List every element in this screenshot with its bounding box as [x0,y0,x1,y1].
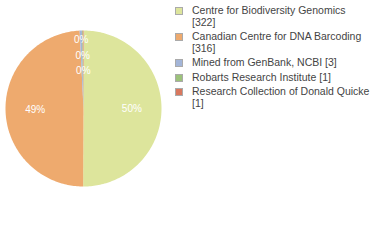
svg-text:0%: 0% [74,34,89,45]
svg-text:0%: 0% [75,50,90,61]
svg-text:0%: 0% [76,65,91,76]
svg-text:49%: 49% [25,104,45,115]
svg-text:50%: 50% [122,103,142,114]
html-text:Robarts Research Institute [1]: Robarts Research Institute [1] [192,70,331,83]
html-text:Canadian Centre for DNA Barcod: Canadian Centre for DNA Barcoding [316] [192,30,362,54]
html-text:Centre for Biodiversity Genomi: Centre for Biodiversity Genomics [322] [192,4,346,28]
html-text:Research Collection of Donald: Research Collection of Donald Quicke [1] [192,85,370,109]
html-text:Mined from GenBank, NCBI [3]: Mined from GenBank, NCBI [3] [192,56,337,68]
